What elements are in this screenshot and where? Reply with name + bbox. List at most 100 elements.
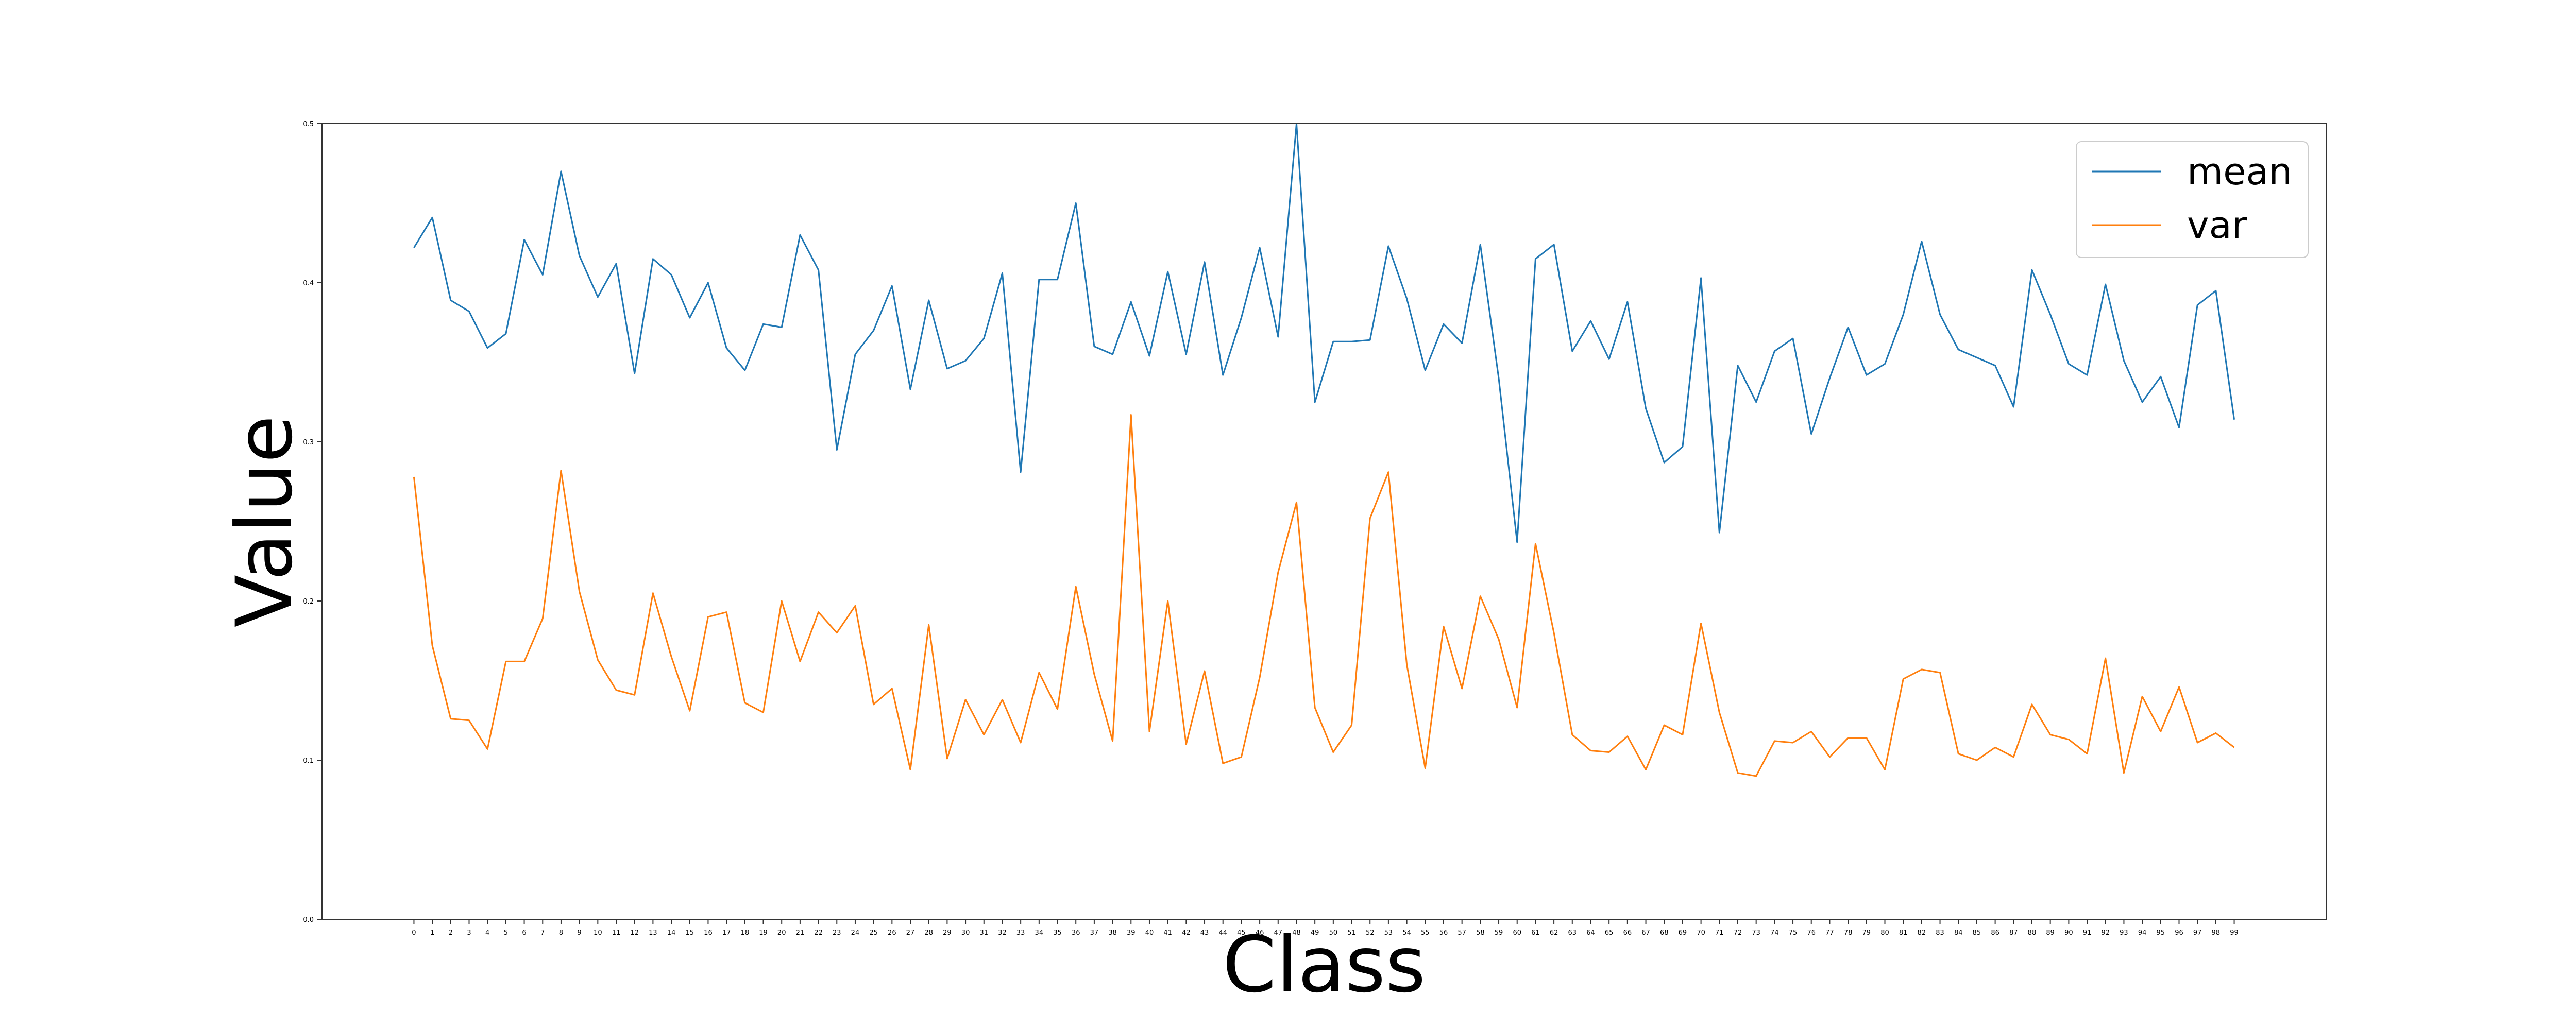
x-tick-label: 16 xyxy=(704,929,713,937)
y-tick-label: 0.4 xyxy=(303,280,314,287)
series-layer xyxy=(413,123,2235,777)
x-tick-label: 24 xyxy=(851,929,860,937)
x-tick-label: 22 xyxy=(814,929,823,937)
x-tick-label: 17 xyxy=(722,929,731,937)
x-tick-label: 44 xyxy=(1218,929,1227,937)
x-tick-label: 75 xyxy=(1789,929,1798,937)
x-tick-label: 4 xyxy=(485,929,489,937)
legend-label-var: var xyxy=(2187,203,2247,247)
x-tick-label: 84 xyxy=(1954,929,1963,937)
x-tick-label: 29 xyxy=(943,929,952,937)
legend-label-mean: mean xyxy=(2187,150,2292,193)
series-line-mean xyxy=(413,123,2235,543)
x-tick-label: 23 xyxy=(833,929,841,937)
x-tick-label: 68 xyxy=(1660,929,1669,937)
x-tick-label: 67 xyxy=(1641,929,1650,937)
x-tick-label: 94 xyxy=(2138,929,2147,937)
y-tick-label: 0.5 xyxy=(303,121,314,128)
x-tick-label: 46 xyxy=(1256,929,1264,937)
x-tick-label: 13 xyxy=(649,929,657,937)
x-tick-label: 5 xyxy=(504,929,508,937)
x-tick-label: 21 xyxy=(796,929,805,937)
x-tick-label: 87 xyxy=(2009,929,2018,937)
x-tick-label: 73 xyxy=(1752,929,1760,937)
x-tick-label: 54 xyxy=(1402,929,1411,937)
legend: mean var xyxy=(2076,141,2309,258)
x-tick-label: 98 xyxy=(2212,929,2221,937)
x-tick-label: 93 xyxy=(2120,929,2128,937)
x-tick-label: 15 xyxy=(685,929,694,937)
series-line-var xyxy=(413,414,2235,777)
x-tick-label: 53 xyxy=(1384,929,1393,937)
x-tick-label: 9 xyxy=(577,929,581,937)
x-tick-label: 45 xyxy=(1237,929,1246,937)
x-tick-label: 63 xyxy=(1568,929,1577,937)
x-tick-label: 82 xyxy=(1918,929,1926,937)
x-tick-label: 19 xyxy=(759,929,768,937)
y-axis-title: Value xyxy=(220,416,310,628)
y-tick-label: 0.0 xyxy=(303,916,314,924)
x-tick-label: 70 xyxy=(1697,929,1705,937)
legend-frame xyxy=(2076,141,2309,258)
x-tick-label: 39 xyxy=(1127,929,1136,937)
x-tick-label: 62 xyxy=(1550,929,1558,937)
x-tick-label: 51 xyxy=(1347,929,1356,937)
x-tick-label: 26 xyxy=(888,929,896,937)
x-tick-label: 58 xyxy=(1476,929,1485,937)
x-tick-label: 12 xyxy=(630,929,639,937)
x-tick-label: 89 xyxy=(2046,929,2055,937)
x-tick-label: 92 xyxy=(2101,929,2110,937)
x-tick-label: 85 xyxy=(1973,929,1981,937)
x-tick-label: 97 xyxy=(2193,929,2202,937)
x-tick-label: 88 xyxy=(2028,929,2037,937)
x-tick-label: 6 xyxy=(522,929,526,937)
x-tick-label: 83 xyxy=(1936,929,1944,937)
x-tick-label: 66 xyxy=(1623,929,1632,937)
plot-area-frame xyxy=(321,123,2327,920)
x-tick-label: 38 xyxy=(1108,929,1117,937)
x-tick-label: 60 xyxy=(1513,929,1521,937)
x-tick-label: 56 xyxy=(1439,929,1448,937)
x-tick-label: 74 xyxy=(1770,929,1779,937)
x-tick-label: 28 xyxy=(924,929,933,937)
x-tick-label: 48 xyxy=(1292,929,1301,937)
x-tick-label: 10 xyxy=(594,929,602,937)
x-tick-label: 27 xyxy=(906,929,915,937)
x-axis: 0 1 2 3 4 5 6 7 8 9 10 11 12 13 14 15 16 17 18 19 20 21 22 23 24… xyxy=(412,919,2239,937)
x-tick-label: 71 xyxy=(1715,929,1724,937)
x-tick-label: 81 xyxy=(1899,929,1908,937)
x-tick-label: 55 xyxy=(1421,929,1430,937)
x-tick-label: 0 xyxy=(412,929,416,937)
x-tick-label: 86 xyxy=(1991,929,1999,937)
x-tick-label: 64 xyxy=(1586,929,1595,937)
x-tick-label: 78 xyxy=(1844,929,1853,937)
x-tick-label: 65 xyxy=(1605,929,1614,937)
x-tick-label: 99 xyxy=(2230,929,2239,937)
x-tick-label: 40 xyxy=(1145,929,1154,937)
x-tick-label: 2 xyxy=(449,929,453,937)
x-tick-label: 61 xyxy=(1531,929,1540,937)
x-tick-label: 3 xyxy=(467,929,471,937)
y-tick-label: 0.1 xyxy=(303,757,314,765)
x-tick-label: 1 xyxy=(430,929,434,937)
x-tick-label: 30 xyxy=(961,929,970,937)
x-tick-label: 95 xyxy=(2157,929,2165,937)
x-tick-label: 80 xyxy=(1880,929,1889,937)
x-tick-label: 72 xyxy=(1734,929,1742,937)
x-tick-label: 69 xyxy=(1679,929,1687,937)
x-tick-label: 42 xyxy=(1182,929,1191,937)
x-tick-label: 79 xyxy=(1862,929,1871,937)
x-tick-label: 18 xyxy=(741,929,750,937)
y-axis: 0.0 0.1 0.2 0.3 0.4 0.5 xyxy=(303,121,322,924)
x-tick-label: 37 xyxy=(1090,929,1099,937)
x-tick-label: 43 xyxy=(1200,929,1209,937)
x-tick-label: 50 xyxy=(1329,929,1338,937)
x-tick-label: 32 xyxy=(998,929,1007,937)
x-tick-label: 41 xyxy=(1163,929,1172,937)
x-tick-label: 36 xyxy=(1072,929,1080,937)
x-tick-label: 8 xyxy=(559,929,563,937)
x-tick-label: 31 xyxy=(979,929,988,937)
x-tick-label: 91 xyxy=(2083,929,2092,937)
y-tick-label: 0.2 xyxy=(303,598,314,606)
